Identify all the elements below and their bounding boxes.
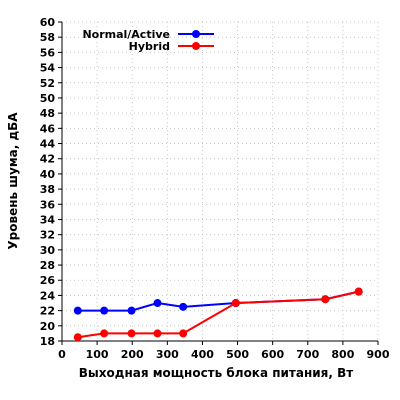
x-tick-label: 100 <box>86 348 109 361</box>
axes: 0 100 200 300 400 500 600 700 800 900 18 20 22 24 26 28… <box>40 16 390 361</box>
y-tick-label: 52 <box>40 77 55 90</box>
y-tick-label: 20 <box>40 320 56 333</box>
y-tick-label: 42 <box>40 153 55 166</box>
y-tick-label: 40 <box>40 168 56 181</box>
y-tick-label: 30 <box>40 244 56 257</box>
x-tick-label: 900 <box>367 348 390 361</box>
y-tick-label: 54 <box>40 62 56 75</box>
y-tick-label: 34 <box>40 213 56 226</box>
series-line-normal-active <box>77 290 359 312</box>
x-tick-label: 600 <box>261 348 284 361</box>
legend-label: Normal/Active <box>82 28 170 41</box>
data-point <box>153 299 162 308</box>
series-line-hybrid <box>77 290 359 339</box>
y-tick-label: 58 <box>40 31 55 44</box>
x-tick-label: 800 <box>331 348 354 361</box>
data-point <box>354 287 363 296</box>
y-tick-label: 32 <box>40 229 55 242</box>
y-tick-label: 22 <box>40 305 55 318</box>
data-point <box>153 329 162 338</box>
data-point <box>179 302 188 311</box>
x-tick-label: 400 <box>191 348 214 361</box>
y-tick-label: 18 <box>40 335 55 348</box>
legend-swatch-marker <box>192 42 200 50</box>
x-tick-label: 0 <box>58 348 66 361</box>
legend-label: Hybrid <box>129 40 170 53</box>
y-tick-label: 38 <box>40 183 55 196</box>
y-tick-label: 26 <box>40 274 56 287</box>
y-tick-label: 44 <box>40 138 56 151</box>
data-point <box>100 329 109 338</box>
x-tick-label: 300 <box>156 348 179 361</box>
data-point <box>321 295 330 304</box>
data-point <box>127 329 136 338</box>
data-point <box>100 306 109 315</box>
data-point <box>73 306 82 315</box>
y-tick-label: 48 <box>40 107 55 120</box>
y-tick-label: 28 <box>40 259 55 272</box>
data-point <box>179 329 188 338</box>
x-axis-title: Выходная мощность блока питания, Вт <box>79 366 354 380</box>
series <box>73 287 363 342</box>
legend-swatch-marker <box>192 30 200 38</box>
data-point <box>73 333 82 342</box>
data-point <box>231 299 240 308</box>
y-axis-title: Уровень шума, дБА <box>6 112 20 250</box>
x-tick-label: 200 <box>121 348 144 361</box>
y-tick-label: 50 <box>40 92 56 105</box>
y-tick-label: 36 <box>40 198 56 211</box>
grid <box>61 21 379 342</box>
y-tick-label: 56 <box>40 46 56 59</box>
x-tick-label: 500 <box>226 348 249 361</box>
y-tick-label: 60 <box>40 16 56 29</box>
y-tick-label: 46 <box>40 122 56 135</box>
data-point <box>127 306 136 315</box>
x-tick-label: 700 <box>296 348 319 361</box>
y-tick-label: 24 <box>40 289 56 302</box>
